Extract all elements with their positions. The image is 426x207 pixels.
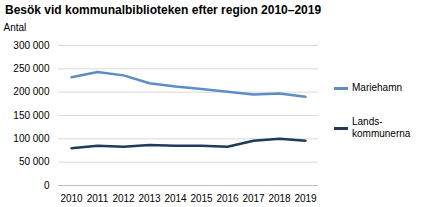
svg-text:250 000: 250 000 <box>13 63 50 74</box>
svg-text:2017: 2017 <box>242 193 265 204</box>
html-text:Lands-: Lands- <box>352 116 383 127</box>
svg-text:50 000: 50 000 <box>19 156 50 167</box>
svg-text:Antal: Antal <box>4 22 27 33</box>
svg-text:2013: 2013 <box>138 193 161 204</box>
svg-text:2019: 2019 <box>294 193 317 204</box>
svg-text:2015: 2015 <box>190 193 213 204</box>
svg-text:300 000: 300 000 <box>13 40 50 51</box>
svg-text:2018: 2018 <box>268 193 291 204</box>
svg-text:2014: 2014 <box>164 193 187 204</box>
html-text:Besök vid kommunalbiblioteken: Besök vid kommunalbiblioteken efter regi… <box>5 3 322 17</box>
svg-text:100 000: 100 000 <box>13 133 50 144</box>
svg-text:200 000: 200 000 <box>13 86 50 97</box>
svg-text:150 000: 150 000 <box>13 110 50 121</box>
html-text:Mariehamn: Mariehamn <box>352 82 402 93</box>
svg-text:0: 0 <box>44 180 50 191</box>
svg-text:2016: 2016 <box>216 193 239 204</box>
html-text:kommunerna: kommunerna <box>352 128 411 139</box>
svg-text:2012: 2012 <box>112 193 135 204</box>
svg-text:2010: 2010 <box>60 193 83 204</box>
svg-text:2011: 2011 <box>87 193 109 204</box>
